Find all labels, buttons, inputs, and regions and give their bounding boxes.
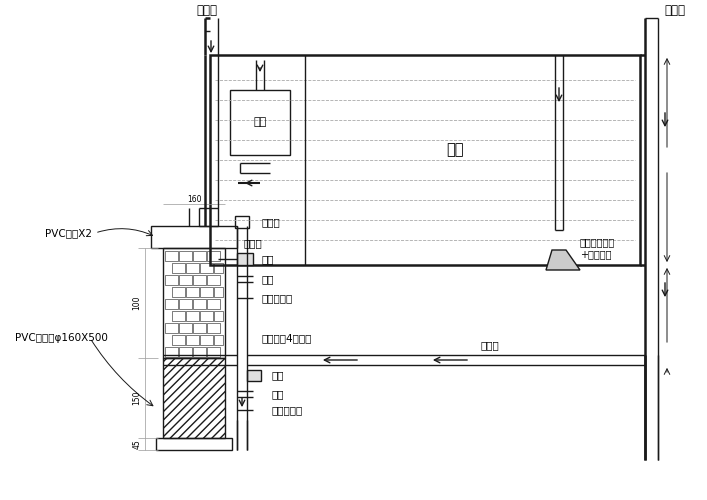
Bar xyxy=(151,226,237,248)
Text: 快速夹具4个均布: 快速夹具4个均布 xyxy=(262,333,312,343)
Bar xyxy=(186,335,199,345)
Bar xyxy=(200,335,213,345)
Bar xyxy=(214,287,223,297)
Bar xyxy=(179,347,192,357)
Bar xyxy=(207,251,220,261)
Bar xyxy=(165,323,178,333)
Bar xyxy=(165,299,178,309)
Bar xyxy=(193,347,206,357)
Bar xyxy=(156,438,232,450)
Bar xyxy=(200,311,213,321)
Text: PVC管帽X2: PVC管帽X2 xyxy=(45,228,92,238)
Bar xyxy=(165,275,178,285)
Bar xyxy=(207,299,220,309)
Bar xyxy=(193,275,206,285)
Text: 球阀: 球阀 xyxy=(262,254,274,264)
Bar xyxy=(165,347,178,357)
Polygon shape xyxy=(546,250,580,270)
Text: 水泵: 水泵 xyxy=(253,117,267,127)
Bar xyxy=(207,347,220,357)
Bar xyxy=(210,55,640,265)
Text: PVC排水管φ160X500: PVC排水管φ160X500 xyxy=(15,333,108,343)
Bar xyxy=(163,358,225,438)
Bar xyxy=(179,251,192,261)
Bar xyxy=(200,263,213,273)
Bar xyxy=(165,251,178,261)
Text: 排气阀: 排气阀 xyxy=(262,217,281,227)
Bar xyxy=(172,263,185,273)
Bar xyxy=(193,323,206,333)
Bar xyxy=(186,311,199,321)
Text: 45: 45 xyxy=(132,439,141,449)
Text: 出水口: 出水口 xyxy=(243,238,262,248)
Text: 活接: 活接 xyxy=(262,274,274,284)
Bar xyxy=(214,263,223,273)
Bar xyxy=(214,311,223,321)
Text: 进水管: 进水管 xyxy=(665,4,686,16)
Bar xyxy=(193,299,206,309)
Bar xyxy=(172,287,185,297)
Bar xyxy=(230,90,290,155)
Bar xyxy=(207,323,220,333)
Bar xyxy=(235,216,249,228)
Bar xyxy=(200,287,213,297)
Text: 鱼缸: 鱼缸 xyxy=(446,142,464,158)
Bar xyxy=(247,370,261,381)
Text: 球阀: 球阀 xyxy=(272,370,284,380)
Text: 160: 160 xyxy=(187,196,201,204)
Bar xyxy=(179,323,192,333)
Bar xyxy=(163,248,225,358)
Bar xyxy=(172,335,185,345)
Bar xyxy=(179,275,192,285)
Text: 150: 150 xyxy=(132,391,141,405)
Text: 进水口: 进水口 xyxy=(481,340,499,350)
Bar xyxy=(179,299,192,309)
Text: 上下水接头: 上下水接头 xyxy=(272,405,303,415)
Bar xyxy=(186,287,199,297)
Text: 出水管: 出水管 xyxy=(197,4,218,16)
Text: 上下水接头: 上下水接头 xyxy=(262,293,293,303)
Text: 100: 100 xyxy=(132,296,141,310)
Bar xyxy=(172,311,185,321)
Bar xyxy=(186,263,199,273)
Bar xyxy=(237,253,253,265)
Bar xyxy=(193,251,206,261)
Bar xyxy=(214,335,223,345)
Bar xyxy=(207,275,220,285)
Text: 活接: 活接 xyxy=(272,389,284,399)
Text: 底阀带止逆阀
+球型滤网: 底阀带止逆阀 +球型滤网 xyxy=(580,237,615,259)
